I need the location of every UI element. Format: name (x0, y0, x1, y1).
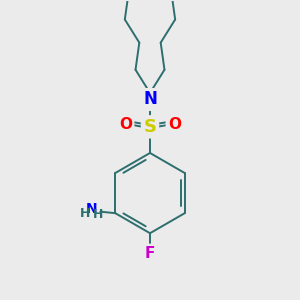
Text: N: N (86, 202, 97, 216)
Text: N: N (143, 91, 157, 109)
Text: O: O (168, 117, 181, 132)
Text: H: H (80, 207, 90, 220)
Text: H: H (93, 208, 104, 220)
Text: F: F (145, 246, 155, 261)
Text: O: O (119, 117, 132, 132)
Text: S: S (143, 118, 157, 136)
